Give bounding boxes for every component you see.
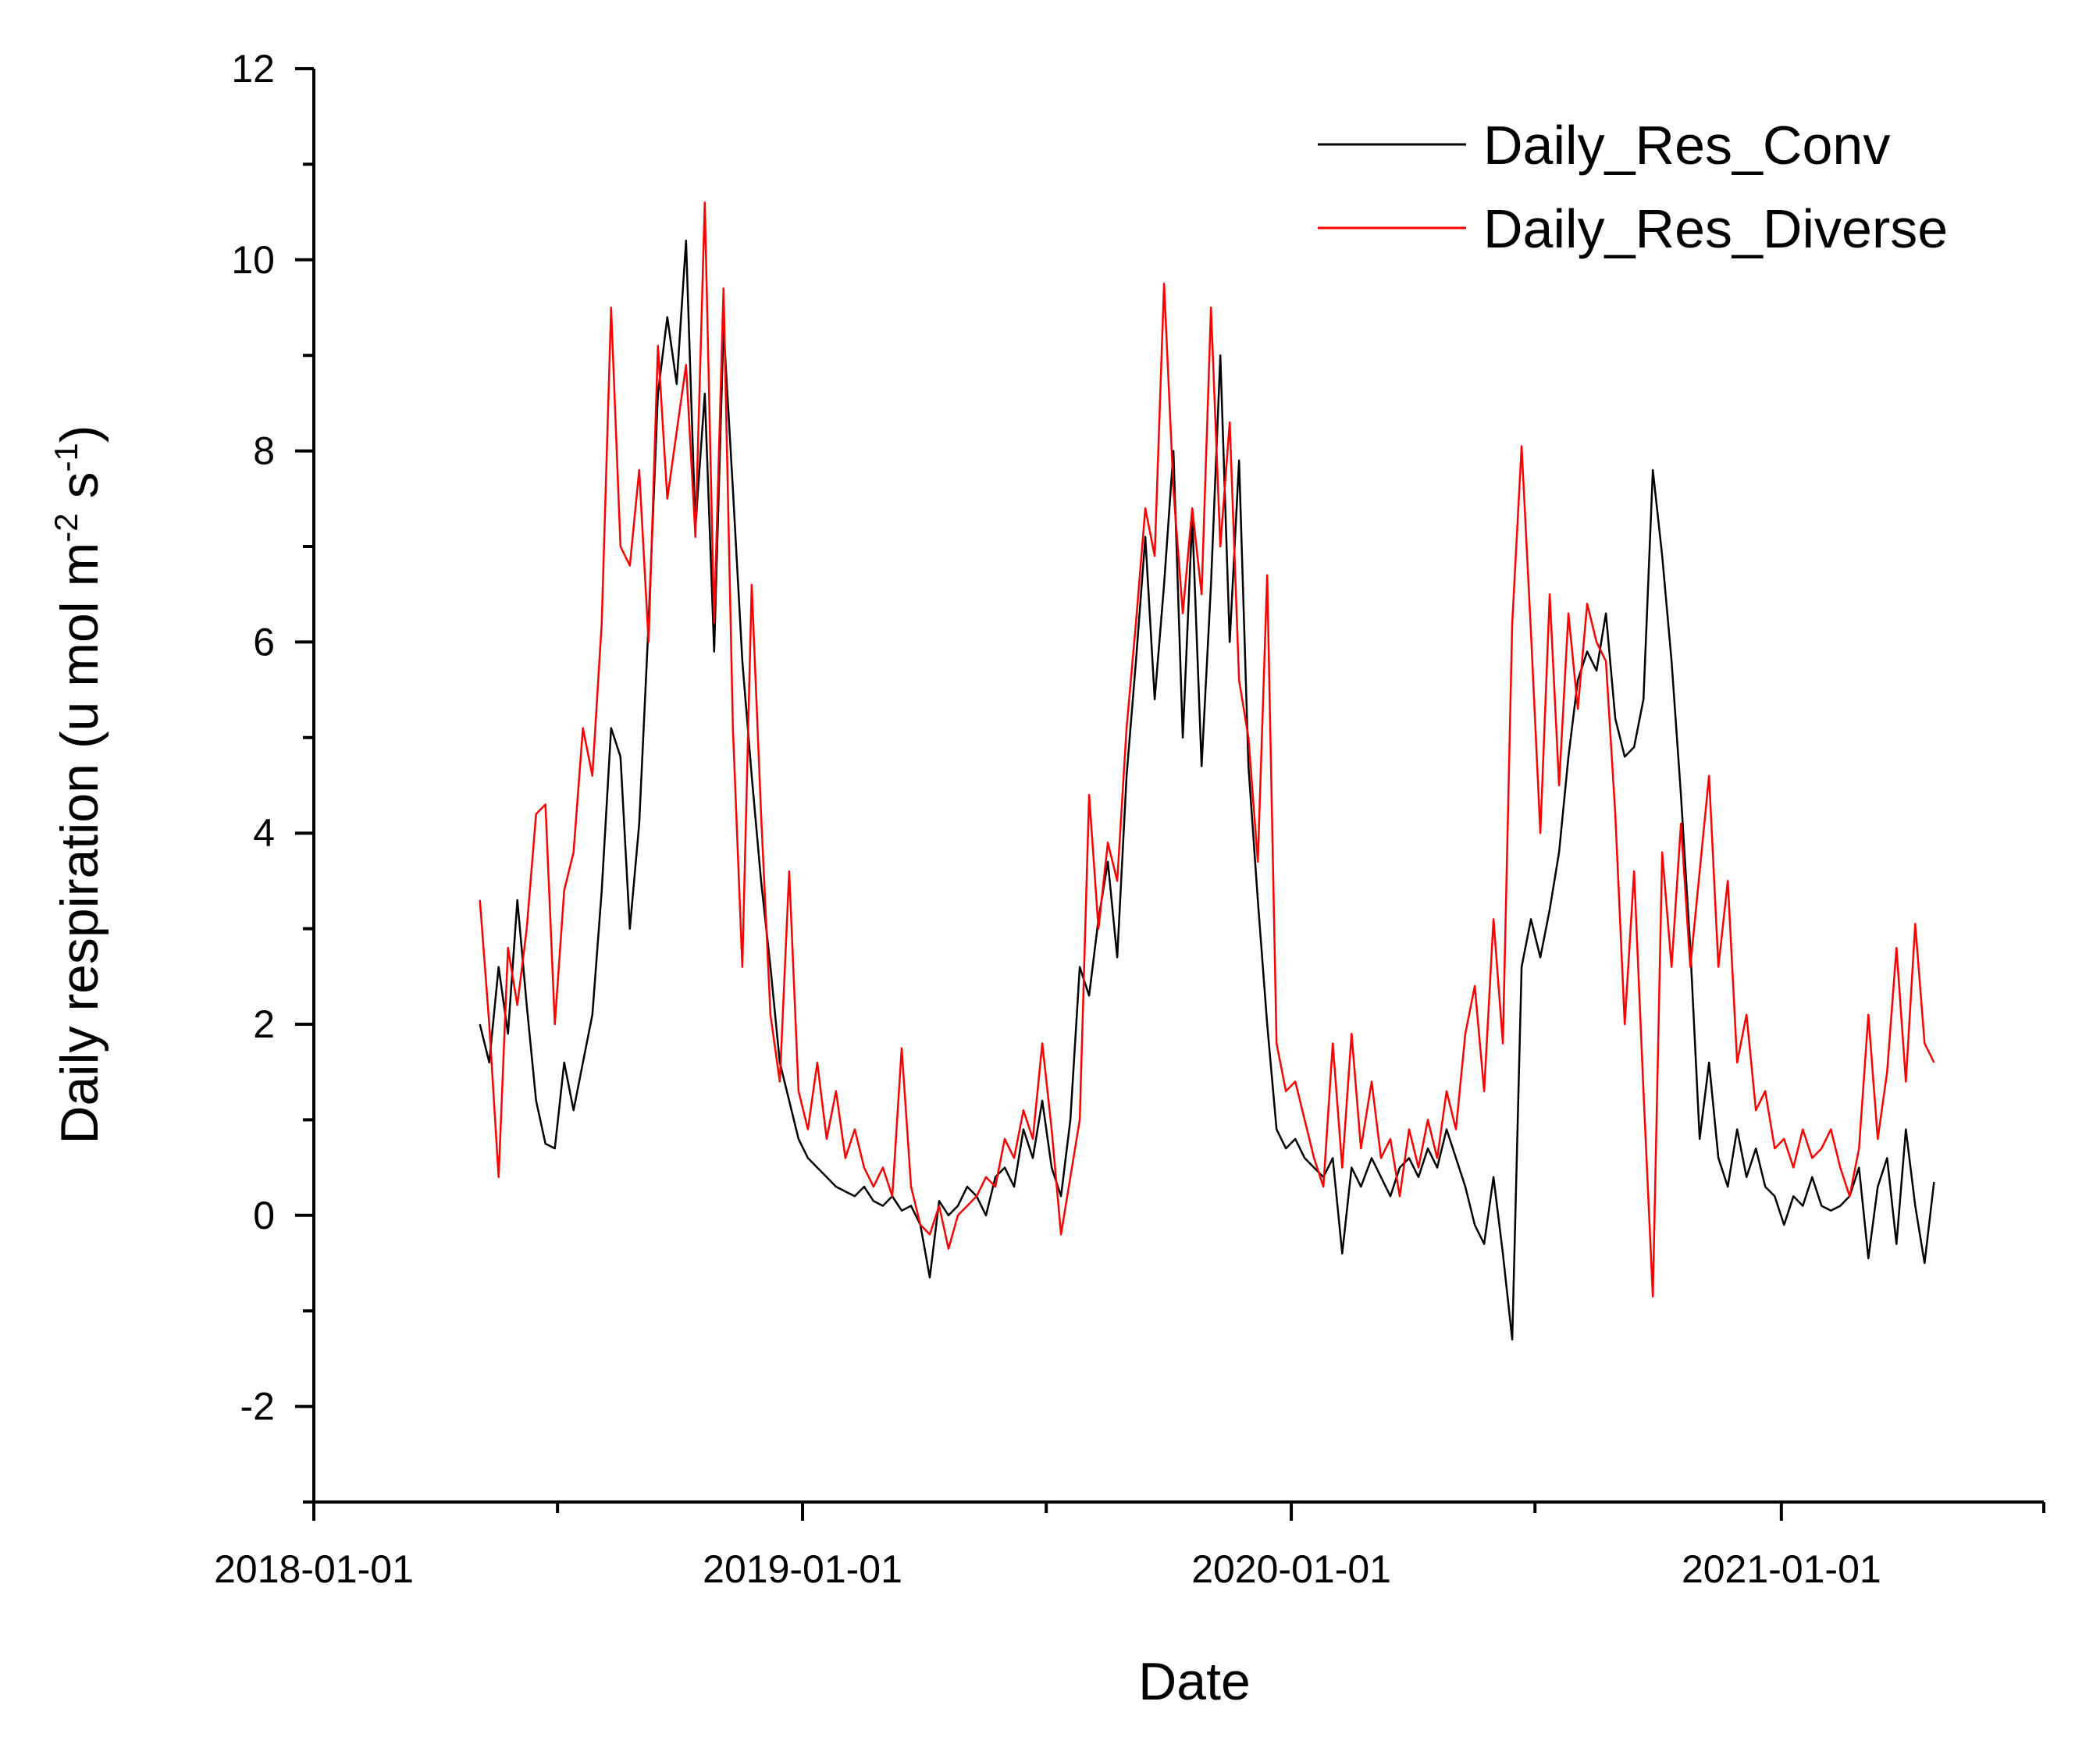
y-tick-label-7: 12: [231, 47, 275, 91]
legend-label-conv: Daily_Res_Conv: [1483, 115, 1890, 176]
y-tick-label-3: 4: [253, 811, 275, 855]
legend-label-diverse: Daily_Res_Diverse: [1483, 198, 1948, 259]
y-axis-title: Daily respiration (u mol m-2 s-1): [48, 425, 109, 1144]
legend: Daily_Res_Conv Daily_Res_Diverse: [1318, 115, 1948, 259]
y-tick-label-2: 2: [253, 1002, 275, 1046]
y-tick-label-6: 10: [231, 238, 275, 282]
series-layer: [479, 201, 1935, 1341]
axes-layer: [312, 69, 2044, 1504]
ticks-layer: 2018-01-01 2019-01-01 2020-01-01 2021-01-01…: [214, 47, 2045, 1591]
y-axis-title-main: Daily respiration (u mol m: [50, 543, 109, 1144]
y-axis-title-sup1: -2: [48, 513, 84, 542]
y-tick-label-1: 0: [253, 1194, 275, 1237]
y-tick-label-5: 8: [253, 429, 275, 473]
series-line-0: [479, 240, 1935, 1341]
x-tick-label-0: 2018-01-01: [214, 1547, 414, 1591]
x-axis-title: Date: [1138, 1652, 1251, 1711]
y-tick-label-4: 6: [253, 620, 275, 664]
x-tick-label-2: 2020-01-01: [1191, 1547, 1391, 1591]
y-axis-title-end: ): [50, 425, 109, 443]
y-tick-label-0: -2: [240, 1385, 275, 1429]
x-tick-label-3: 2021-01-01: [1682, 1547, 1881, 1591]
y-axis-title-mid: s: [50, 472, 109, 513]
y-axis-title-sup2: -1: [48, 443, 84, 472]
series-line-1: [479, 201, 1935, 1298]
x-tick-label-1: 2019-01-01: [703, 1547, 902, 1591]
